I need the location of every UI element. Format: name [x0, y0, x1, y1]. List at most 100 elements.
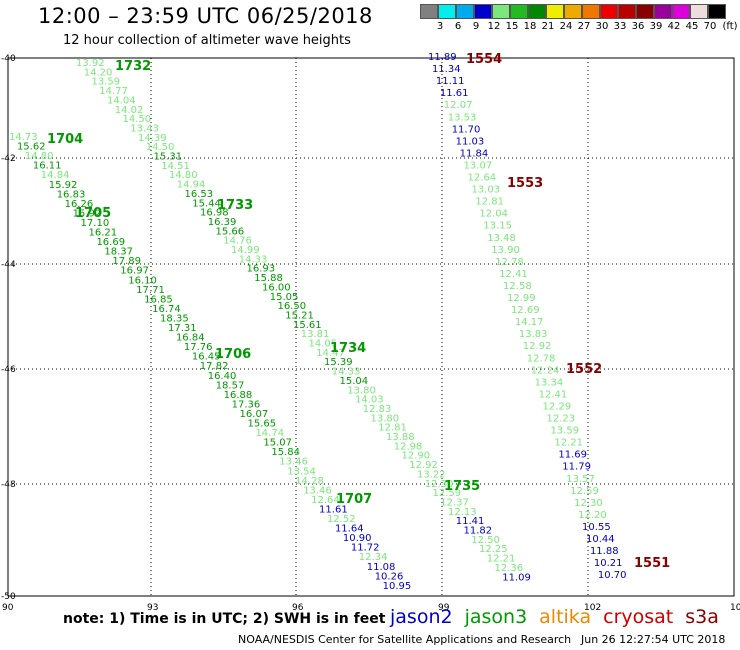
legend-altika: altika	[539, 606, 592, 628]
wave-height-value: 13.07	[464, 160, 493, 171]
wave-height-value: 12.36	[495, 563, 524, 574]
wave-height-value: 14.33	[239, 254, 268, 265]
colorbar-swatch	[492, 4, 510, 19]
colorbar-swatch	[636, 4, 654, 19]
wave-height-value: 11.84	[460, 148, 489, 159]
wave-height-value: 11.89	[428, 52, 457, 63]
orbit-number-label: 1705	[75, 206, 111, 221]
colorbar-swatch	[528, 4, 546, 19]
wave-height-value: 16.97	[120, 266, 149, 277]
wave-height-value: 12.30	[574, 498, 603, 509]
wave-height-value: 10.90	[343, 533, 372, 544]
wave-height-value: 13.80	[347, 385, 376, 396]
orbit-number-label: 1734	[330, 341, 366, 356]
wave-height-value: 12.58	[503, 281, 532, 292]
orbit-number-label: 1707	[336, 492, 372, 507]
colorbar-unit: (ft)	[722, 21, 738, 32]
wave-height-value: 13.80	[371, 413, 400, 424]
orbit-number-label: 1735	[444, 479, 480, 494]
orbit-number-label: 1704	[47, 132, 83, 147]
wave-height-value: 14.80	[169, 170, 198, 181]
wave-height-value: 12.30	[425, 479, 454, 490]
colorbar-label: 9	[472, 21, 480, 32]
wave-height-value: 15.05	[270, 292, 299, 303]
colorbar-label: 27	[577, 21, 591, 32]
wave-height-value: 15.66	[216, 226, 245, 237]
wave-height-value: 12.41	[539, 389, 568, 400]
wave-height-value: 16.39	[208, 217, 237, 228]
wave-height-value: 12.78	[495, 257, 524, 268]
wave-height-value: 15.84	[271, 447, 300, 458]
wave-height-value: 12.99	[507, 293, 536, 304]
wave-height-value: 15.39	[324, 357, 353, 368]
wave-height-value: 11.61	[440, 88, 469, 99]
wave-height-value: 16.00	[262, 282, 291, 293]
wave-height-value: 15.44	[192, 198, 221, 209]
wave-height-value: 12.25	[479, 544, 508, 555]
wave-height-value: 12.81	[378, 423, 407, 434]
wave-height-value: 18.35	[160, 313, 189, 324]
wave-height-value: 14.17	[515, 317, 544, 328]
wave-height-value: 14.04	[107, 95, 136, 106]
wave-height-value: 12.41	[499, 269, 528, 280]
wave-height-value: 14.74	[255, 428, 284, 439]
wave-height-value: 14.39	[138, 133, 167, 144]
wave-height-value: 12.59	[570, 486, 599, 497]
lon-tick-label: 102	[584, 603, 601, 613]
colorbar-swatch	[456, 4, 474, 19]
wave-height-value: 14.50	[146, 142, 175, 153]
lat-tick-label: -46	[1, 365, 16, 375]
colorbar-label: 15	[505, 21, 519, 32]
wave-height-value: 15.31	[154, 152, 183, 163]
wave-height-value: 12.13	[448, 507, 477, 518]
wave-height-value: 13.53	[448, 112, 477, 123]
orbit-number-label: 1552	[566, 362, 602, 377]
colorbar-swatch	[654, 4, 672, 19]
orbit-number-label: 1554	[466, 52, 502, 67]
colorbar-swatch	[672, 4, 690, 19]
wave-height-value: 18.37	[104, 247, 133, 258]
lon-tick-label: 99	[438, 603, 450, 613]
wave-height-value: 16.45	[192, 352, 221, 363]
wave-height-value: 16.93	[247, 264, 276, 275]
map-subtitle: 12 hour collection of altimeter wave hei…	[63, 33, 351, 48]
wave-height-value: 14.51	[161, 161, 190, 172]
wave-height-value: 12.50	[471, 535, 500, 546]
wave-height-value: 13.57	[566, 474, 595, 485]
legend-s3a: s3a	[685, 606, 719, 628]
wave-height-value: 13.46	[303, 485, 332, 496]
colorbar-swatch	[474, 4, 492, 19]
wave-height-value: 16.69	[96, 237, 125, 248]
wave-height-value: 12.83	[363, 404, 392, 415]
wave-height-value: 14.50	[123, 114, 152, 125]
wave-height-value: 11.09	[502, 572, 531, 583]
wave-height-value: 10.26	[375, 571, 404, 582]
wave-height-value: 12.20	[578, 510, 607, 521]
wave-height-value: 12.64	[311, 495, 340, 506]
wave-height-value: 14.33	[332, 367, 361, 378]
wave-height-value: 11.69	[558, 450, 587, 461]
wave-height-value: 16.10	[128, 275, 157, 286]
orbit-number-label: 1706	[215, 347, 251, 362]
wave-height-value: 15.88	[254, 273, 283, 284]
colorbar-label: 3	[436, 21, 444, 32]
wave-height-value: 13.48	[487, 233, 516, 244]
wave-height-value: 14.47	[316, 348, 345, 359]
wave-height-value: 15.65	[248, 419, 277, 430]
wave-height-value: 14.77	[99, 86, 128, 97]
lon-tick-label: 90	[2, 603, 14, 613]
wave-height-value: 11.03	[456, 136, 485, 147]
wave-height-value: 16.98	[200, 208, 229, 219]
wave-height-value: 12.23	[547, 414, 576, 425]
colorbar-swatch	[582, 4, 600, 19]
wave-height-value: 14.28	[295, 476, 324, 487]
wave-height-value: 12.92	[523, 341, 552, 352]
wave-height-value: 12.92	[409, 460, 438, 471]
wave-height-value: 10.44	[586, 534, 615, 545]
lat-tick-label: -48	[1, 480, 16, 490]
wave-height-value: 17.71	[136, 285, 165, 296]
colorbar-swatch	[510, 4, 528, 19]
wave-height-value: 17.76	[184, 342, 213, 353]
colorbar-label: 6	[454, 21, 462, 32]
